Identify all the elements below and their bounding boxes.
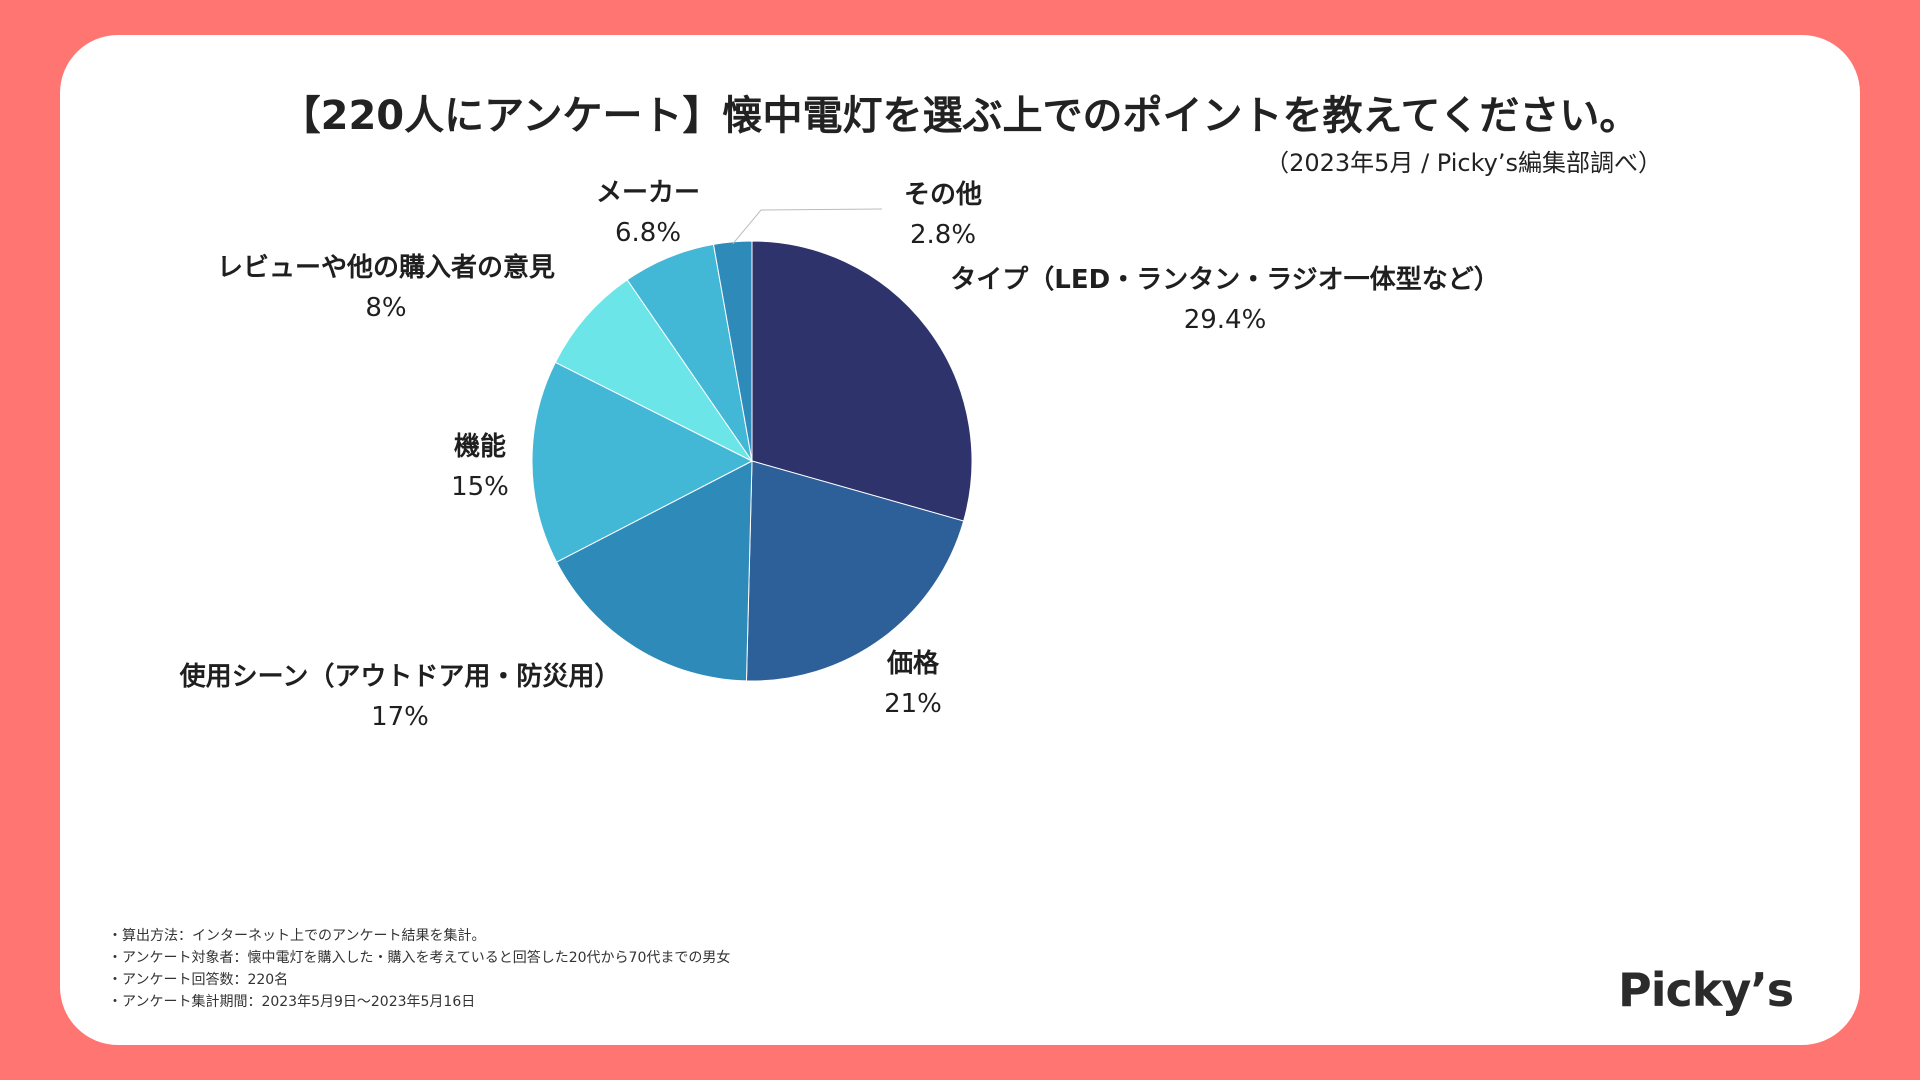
pie-slice bbox=[555, 460, 753, 682]
slice-category-label: タイプ（LED・ランタン・ラジオ一体型など） bbox=[950, 265, 1499, 295]
note-target: ・アンケート対象者：懐中電灯を購入した・購入を考えていると回答した20代から70… bbox=[108, 950, 731, 966]
pie-slice bbox=[554, 279, 753, 462]
slice-value-label: 6.8% bbox=[615, 218, 681, 248]
note-period: ・アンケート集計期間：2023年5月9日〜2023年5月16日 bbox=[108, 994, 476, 1010]
slice-category-label: 価格 bbox=[886, 648, 940, 679]
pie-slice bbox=[712, 240, 753, 462]
chart-card: 【220人にアンケート】懐中電灯を選ぶ上でのポイントを教えてください。 （202… bbox=[60, 35, 1860, 1045]
pie-chart: タイプ（LED・ランタン・ラジオ一体型など） 29.4% 価格 21% 使用シーン（アウ… bbox=[179, 178, 1500, 732]
slice-category-label: メーカー bbox=[596, 178, 700, 208]
slice-category-label: 機能 bbox=[454, 431, 506, 462]
slice-value-label: 21% bbox=[884, 689, 942, 719]
survey-notes: ・算出方法：インターネット上でのアンケート結果を集計。 ・アンケート対象者：懐中… bbox=[108, 925, 730, 1013]
note-method: ・算出方法：インターネット上でのアンケート結果を集計。 bbox=[108, 928, 486, 944]
slice-value-label: 8% bbox=[365, 293, 406, 323]
slice-value-label: 17% bbox=[371, 702, 429, 732]
pie-slice bbox=[751, 240, 973, 522]
note-respondents: ・アンケート回答数：220名 bbox=[108, 972, 289, 988]
pie-slice bbox=[745, 460, 965, 682]
slice-value-label: 2.8% bbox=[910, 220, 976, 250]
slice-category-label: 使用シーン（アウトドア用・防災用） bbox=[179, 662, 621, 692]
leader-line bbox=[732, 208, 883, 245]
slice-category-label: レビューや他の購入者の意見 bbox=[217, 252, 555, 283]
pickys-logo: Picky’s bbox=[1618, 963, 1794, 1017]
pie-slice bbox=[531, 361, 754, 563]
slice-category-label: その他 bbox=[904, 180, 982, 210]
chart-title: 【220人にアンケート】懐中電灯を選ぶ上でのポイントを教えてください。 bbox=[280, 93, 1640, 139]
slice-value-label: 29.4% bbox=[1184, 305, 1267, 335]
chart-subtitle: （2023年5月 / Picky’s編集部調べ） bbox=[1265, 149, 1662, 177]
slice-value-label: 15% bbox=[451, 472, 509, 502]
